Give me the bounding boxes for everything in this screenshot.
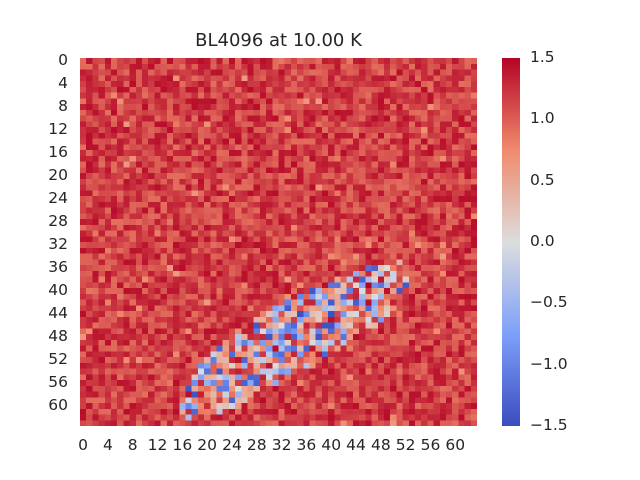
x-tick-label: 36	[296, 436, 317, 454]
x-tick-label: 32	[271, 436, 292, 454]
heatmap-grid	[80, 58, 477, 426]
x-tick-label: 40	[321, 436, 342, 454]
colorbar-tick-label: 1.0	[530, 109, 555, 128]
y-tick-label: 60	[48, 395, 68, 414]
colorbar-tick-label: −0.5	[530, 293, 568, 312]
y-tick-label: 40	[48, 280, 68, 299]
y-tick-label: 16	[48, 142, 68, 161]
colorbar-tick-label: 1.5	[530, 48, 555, 66]
chart-title: BL4096 at 10.00 K	[195, 30, 362, 51]
x-tick-label: 24	[222, 436, 242, 454]
x-tick-label: 52	[395, 436, 416, 454]
x-tick-label: 56	[420, 436, 441, 454]
y-tick-label: 8	[58, 96, 68, 115]
y-tick-label: 12	[48, 119, 68, 138]
x-tick-label: 44	[346, 436, 366, 454]
x-tick-label: 16	[172, 436, 193, 454]
x-tick-label: 60	[445, 436, 466, 454]
colorbar-tick-label: 0.0	[530, 232, 555, 250]
y-tick-label: 0	[58, 50, 68, 69]
y-tick-label: 36	[48, 257, 68, 276]
y-tick-label: 48	[48, 326, 68, 345]
y-tick-label: 32	[48, 234, 68, 253]
x-tick-label: 20	[197, 436, 218, 454]
x-tick-label: 12	[147, 436, 168, 454]
y-tick-label: 44	[48, 303, 68, 322]
colorbar-tick-label: 0.5	[530, 170, 555, 189]
y-tick-label: 24	[48, 188, 68, 207]
x-tick-label: 0	[78, 436, 89, 454]
x-tick-label: 28	[246, 436, 267, 454]
colorbar	[502, 58, 520, 426]
y-tick-label: 4	[58, 73, 68, 92]
x-tick-label: 8	[127, 436, 138, 454]
y-tick-label: 56	[48, 372, 68, 391]
y-tick-label: 28	[48, 211, 68, 230]
colorbar-tick-label: −1.5	[530, 416, 568, 434]
x-tick-label: 4	[102, 436, 113, 454]
x-tick-label: 48	[370, 436, 391, 454]
y-tick-label: 20	[48, 165, 68, 184]
y-tick-label: 52	[48, 349, 68, 368]
colorbar-tick-label: −1.0	[530, 354, 568, 373]
